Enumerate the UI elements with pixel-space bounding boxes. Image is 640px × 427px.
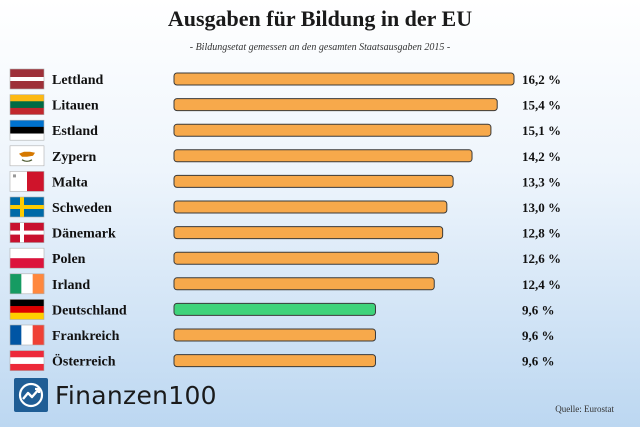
bar-chart: Lettland 16,2 % Litauen 15,4 % Estland 15,1 %… (9, 68, 561, 371)
country-label: Lettland (52, 73, 104, 88)
country-label: Polen (52, 252, 86, 267)
flag-lithuania-icon (9, 94, 45, 115)
bar (173, 149, 473, 163)
bar (173, 174, 454, 188)
bar (173, 226, 444, 240)
value-label: 9,6 % (522, 354, 555, 369)
bar (173, 277, 435, 291)
bar (173, 98, 498, 112)
source-note: Quelle: Eurostat (555, 404, 614, 414)
value-label: 9,6 % (522, 302, 555, 317)
brand-name: Finanzen100 (55, 380, 217, 410)
country-label: Frankreich (52, 329, 120, 344)
chart-title: Ausgaben für Bildung in der EU (167, 6, 473, 31)
bar (173, 123, 492, 137)
flag-malta-icon (9, 171, 45, 192)
value-label: 9,6 % (522, 328, 555, 343)
flag-poland-icon (9, 247, 45, 269)
flag-estonia-icon (9, 119, 45, 141)
value-label: 12,4 % (522, 277, 561, 292)
flag-ireland-icon (9, 273, 45, 295)
country-label: Malta (52, 175, 88, 190)
bar (173, 328, 376, 342)
flag-cyprus-icon (9, 145, 45, 167)
brand-logo: Finanzen100 (14, 376, 217, 414)
value-label: 14,2 % (522, 149, 561, 164)
value-label: 12,8 % (522, 226, 561, 241)
flag-france-icon (9, 324, 45, 346)
country-label: Zypern (52, 150, 97, 165)
chart-trend-icon (14, 378, 48, 412)
country-label: Deutschland (52, 303, 127, 318)
chart-subtitle: - Bildungsetat gemessen an den gesamten … (189, 42, 451, 53)
value-label: 15,4 % (522, 98, 561, 113)
bar (173, 302, 376, 316)
country-label: Schweden (52, 201, 112, 216)
bar (173, 251, 439, 265)
flag-austria-icon (9, 350, 45, 371)
country-label: Irland (52, 278, 90, 293)
value-label: 16,2 % (522, 72, 561, 87)
country-label: Estland (52, 124, 98, 139)
bar (173, 72, 515, 86)
flag-sweden-icon (9, 196, 45, 218)
country-label: Dänemark (52, 227, 116, 242)
bar (173, 200, 448, 214)
flag-germany-icon (9, 299, 45, 320)
country-label: Österreich (52, 353, 116, 370)
flag-latvia-icon (9, 68, 45, 90)
country-label: Litauen (52, 99, 99, 114)
value-label: 15,1 % (522, 123, 561, 138)
value-label: 13,3 % (522, 174, 561, 189)
flag-denmark-icon (9, 222, 45, 243)
value-label: 12,6 % (522, 251, 561, 266)
bar (173, 354, 376, 368)
value-label: 13,0 % (522, 200, 561, 215)
